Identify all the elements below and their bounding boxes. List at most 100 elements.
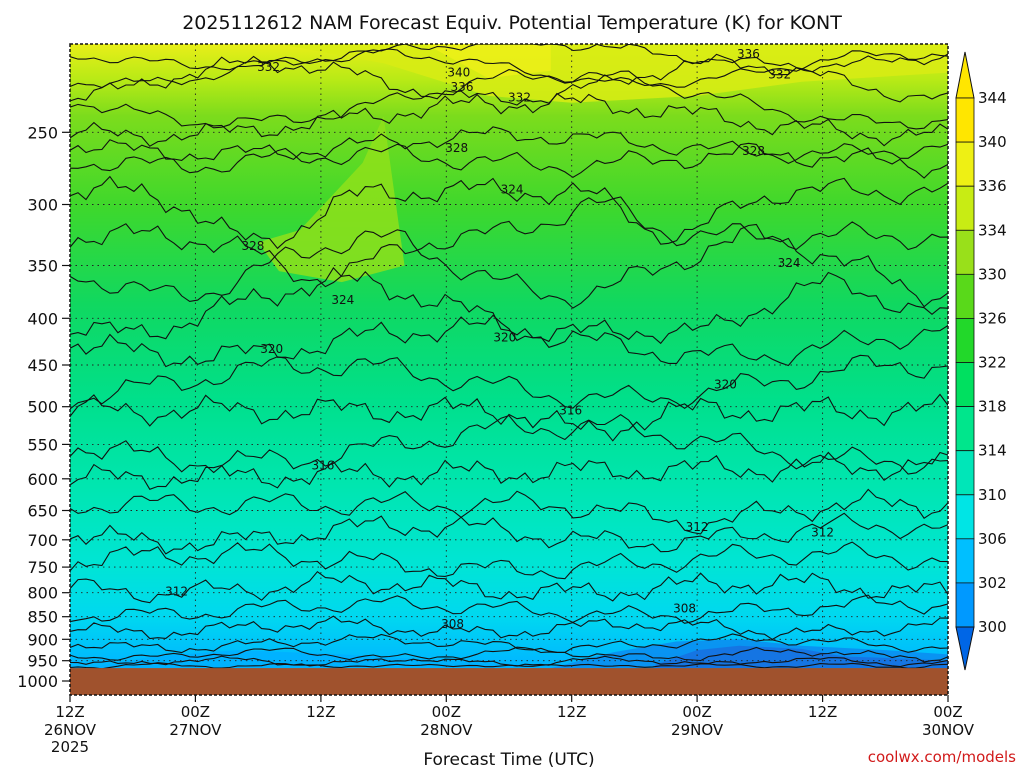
y-tick-label-650: 650 bbox=[27, 502, 58, 521]
colorbar-arrow-bottom bbox=[955, 626, 975, 671]
contour-line-4 bbox=[70, 92, 948, 147]
contour-label-15: 316 bbox=[559, 404, 582, 418]
contour-label-2: 336 bbox=[451, 80, 474, 94]
y-tick-label-850: 850 bbox=[27, 608, 58, 627]
contour-line-15 bbox=[70, 451, 948, 490]
y-tick-label-300: 300 bbox=[27, 196, 58, 215]
credit-text: coolwx.com/models bbox=[868, 748, 1016, 766]
colorbar-label-334: 334 bbox=[978, 221, 1007, 239]
colorbar-arrow-top bbox=[955, 51, 975, 99]
y-tick-label-700: 700 bbox=[27, 531, 58, 550]
colorbar-label-306: 306 bbox=[978, 530, 1007, 548]
colorbar-swatch-4 bbox=[955, 273, 975, 319]
colorbar-label-326: 326 bbox=[978, 309, 1007, 327]
contour-line-20 bbox=[70, 594, 948, 624]
y-tick-label-250: 250 bbox=[27, 123, 58, 142]
colorbar-label-322: 322 bbox=[978, 354, 1007, 372]
x-tick-line1-48: 12Z bbox=[557, 703, 586, 721]
x-tick-line1-72: 12Z bbox=[808, 703, 837, 721]
contour-line-9 bbox=[70, 223, 948, 309]
field-shade-3 bbox=[279, 44, 948, 103]
contour-line-2 bbox=[70, 53, 948, 106]
contour-line-7 bbox=[70, 175, 948, 250]
contour-label-19: 312 bbox=[165, 585, 188, 599]
colorbar-label-336: 336 bbox=[978, 177, 1007, 195]
contour-line-12 bbox=[70, 354, 948, 410]
colorbar-swatch-3 bbox=[955, 229, 975, 275]
contour-label-10: 324 bbox=[331, 293, 354, 307]
x-axis-label: Forecast Time (UTC) bbox=[423, 750, 594, 768]
y-tick-label-550: 550 bbox=[27, 435, 58, 454]
contour-label-3: 332 bbox=[508, 91, 531, 105]
y-tick-label-750: 750 bbox=[27, 558, 58, 577]
x-tick-line2-12: 27NOV bbox=[169, 721, 222, 739]
y-tick-label-800: 800 bbox=[27, 584, 58, 603]
y-axis: 250 300 350 400 450 500 550 600 650 700 750 800 850 9… bbox=[17, 123, 70, 691]
contour-line-1 bbox=[70, 48, 948, 89]
contour-line-3 bbox=[70, 69, 948, 130]
colorbar-swatch-10 bbox=[955, 538, 975, 584]
contour-line-10 bbox=[70, 267, 948, 345]
contour-label-7: 328 bbox=[742, 144, 765, 158]
contour-line-16 bbox=[70, 488, 948, 535]
plot-frame bbox=[69, 43, 949, 696]
x-tick-line2-36: 28NOV bbox=[420, 721, 473, 739]
contour-label-11: 324 bbox=[778, 256, 801, 270]
x-tick-line2-60: 29NOV bbox=[671, 721, 724, 739]
colorbar-swatch-7 bbox=[955, 406, 975, 452]
field-shade-5 bbox=[258, 116, 405, 283]
y-tick-label-400: 400 bbox=[27, 309, 58, 328]
contour-label-21: 308 bbox=[673, 602, 696, 616]
contour-label-20: 308 bbox=[441, 617, 464, 631]
contour-line-5 bbox=[70, 126, 948, 165]
contour-label-16: 316 bbox=[311, 458, 334, 472]
contour-label-9: 328 bbox=[241, 239, 264, 253]
y-tick-label-1000: 1000 bbox=[17, 672, 58, 691]
ground-layer bbox=[70, 668, 948, 695]
contour-label-4: 336 bbox=[737, 47, 760, 61]
y-tick-label-950: 950 bbox=[27, 652, 58, 671]
contour-line-11 bbox=[70, 314, 948, 368]
colorbar-label-344: 344 bbox=[978, 89, 1007, 107]
colorbar-label-300: 300 bbox=[978, 618, 1007, 636]
x-tick-line1-36: 00Z bbox=[432, 703, 461, 721]
contour-label-5: 332 bbox=[768, 68, 791, 82]
contour-label-14: 320 bbox=[714, 378, 737, 392]
y-tick-label-500: 500 bbox=[27, 398, 58, 417]
contour-line-6 bbox=[70, 142, 948, 179]
contour-line-19 bbox=[70, 570, 948, 604]
contour-label-13: 320 bbox=[260, 342, 283, 356]
colorbar-label-318: 318 bbox=[978, 398, 1007, 416]
colorbar-label-330: 330 bbox=[978, 265, 1007, 283]
colorbar-label-310: 310 bbox=[978, 486, 1007, 504]
colorbar-label-314: 314 bbox=[978, 442, 1007, 460]
contour-lines bbox=[70, 44, 948, 670]
x-tick-line1-60: 00Z bbox=[682, 703, 711, 721]
contour-line-22 bbox=[70, 633, 948, 654]
colorbar-swatch-8 bbox=[955, 450, 975, 496]
gridlines bbox=[70, 44, 948, 695]
colorbar-swatch-1 bbox=[955, 141, 975, 187]
contour-line-18 bbox=[70, 541, 948, 580]
x-tick-line2-0: 26NOV bbox=[44, 721, 97, 739]
contour-line-23 bbox=[70, 646, 948, 663]
x-tick-line1-24: 12Z bbox=[306, 703, 335, 721]
chart-title: 2025112612 NAM Forecast Equiv. Potential… bbox=[182, 12, 842, 34]
x-tick-line2-84: 30NOV bbox=[922, 721, 975, 739]
colorbar-swatch-9 bbox=[955, 494, 975, 540]
x-tick-line1-12: 00Z bbox=[181, 703, 210, 721]
colorbar-swatch-0 bbox=[955, 97, 975, 143]
contour-label-1: 340 bbox=[447, 66, 470, 80]
x-tick-line1-84: 00Z bbox=[933, 703, 962, 721]
contour-label-6: 328 bbox=[445, 141, 468, 155]
contour-label-12: 320 bbox=[493, 331, 516, 345]
field-background bbox=[70, 44, 948, 695]
contour-line-21 bbox=[70, 615, 948, 641]
x-tick-line3-0: 2025 bbox=[51, 738, 89, 756]
y-tick-label-900: 900 bbox=[27, 630, 58, 649]
contour-label-0: 332 bbox=[257, 60, 280, 74]
contour-label-8: 324 bbox=[501, 183, 524, 197]
